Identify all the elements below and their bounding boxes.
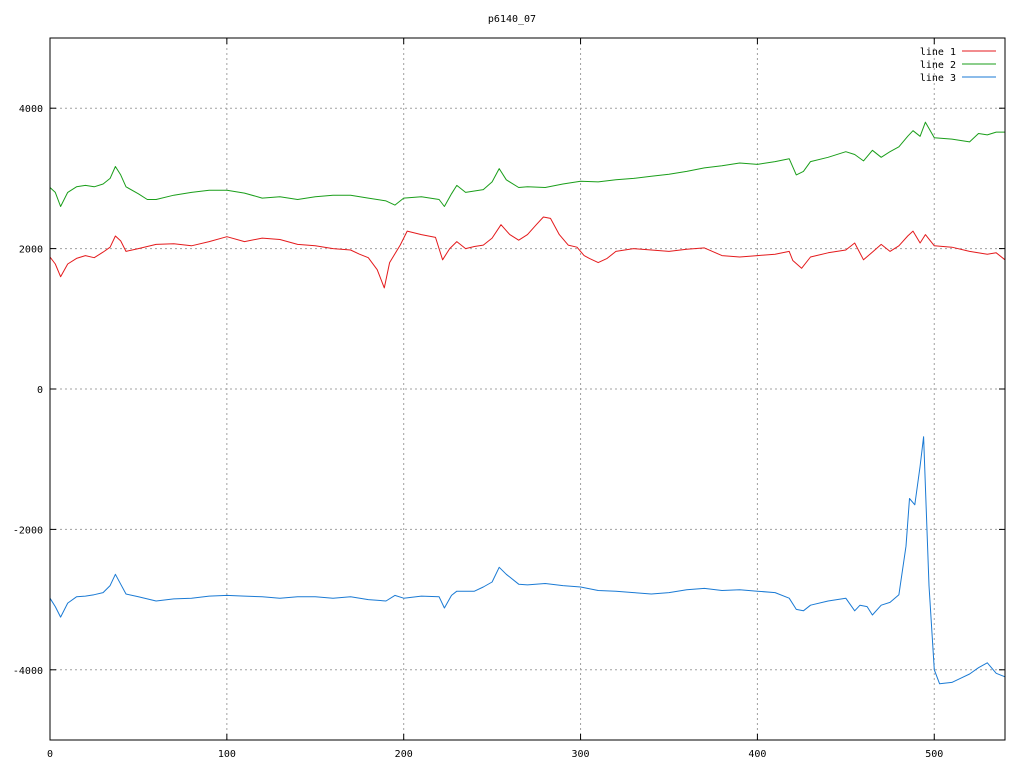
y-tick-label: 0 [37,385,43,396]
x-tick-label: 400 [748,749,766,760]
series-group [49,121,1006,685]
legend-label: line 3 [920,73,956,84]
x-tick-label: 100 [218,749,236,760]
x-tick-label: 300 [572,749,590,760]
series-line-1 [49,216,1006,289]
x-tick-label: 0 [47,749,53,760]
series-line-2 [49,121,1005,207]
chart-title: p6140_07 [488,14,536,25]
legend: line 1 line 2 line 3 [920,47,996,84]
series-line-3 [49,436,1006,685]
legend-label: line 1 [920,47,956,58]
y-tick-label: -4000 [13,666,43,677]
y-tick-label: 2000 [19,245,43,256]
y-tick-label: -2000 [13,525,43,536]
axes: 0 100 200 300 400 500 -4000 -2000 0 2000 4000 [13,38,1005,760]
y-tick-label: 4000 [19,104,43,115]
grid [49,38,1005,740]
plot-frame [49,37,1006,741]
x-tick-label: 500 [925,749,943,760]
x-tick-label: 200 [395,749,413,760]
legend-label: line 2 [920,60,956,71]
